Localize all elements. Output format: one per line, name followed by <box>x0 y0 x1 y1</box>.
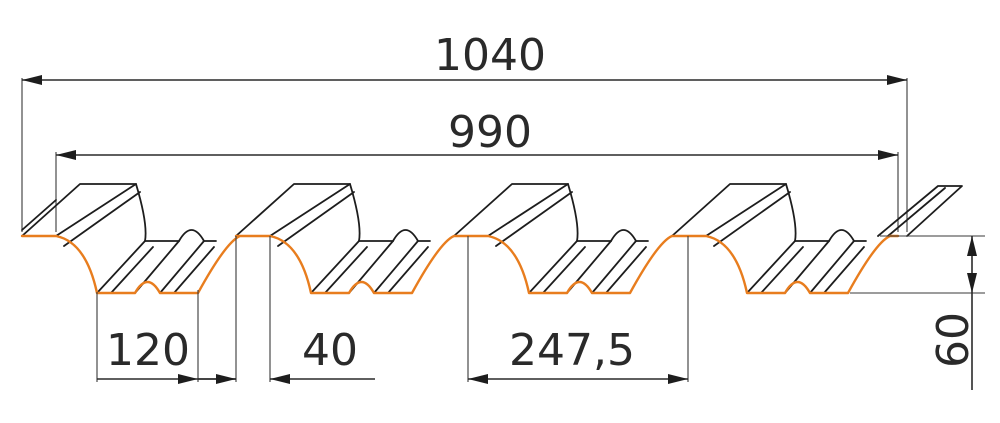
corrugation-module <box>21 183 217 294</box>
profile-section-outline <box>20 234 900 295</box>
valley-width-label: 120 <box>106 325 190 376</box>
height-label: 60 <box>928 312 979 368</box>
useful-width-label: 990 <box>448 107 532 158</box>
corrugation-module <box>671 183 867 294</box>
pitch-label: 247,5 <box>509 325 635 376</box>
corrugation-module <box>453 183 649 294</box>
corrugation-module <box>235 183 431 294</box>
dimension-height: 60 <box>850 235 985 390</box>
dimension-crest-width: 40 <box>198 236 375 384</box>
sheet-right-edge <box>877 185 963 237</box>
sheet-left-edge <box>21 199 57 231</box>
sheet-corrugations <box>21 183 867 294</box>
dimension-overall-width: 1040 <box>21 30 908 232</box>
crest-width-label: 40 <box>302 325 358 376</box>
dimension-valley-width: 120 <box>96 290 236 384</box>
dimension-pitch: 247,5 <box>467 236 689 384</box>
overall-width-label: 1040 <box>434 30 546 81</box>
dimension-useful-width: 990 <box>55 107 899 232</box>
